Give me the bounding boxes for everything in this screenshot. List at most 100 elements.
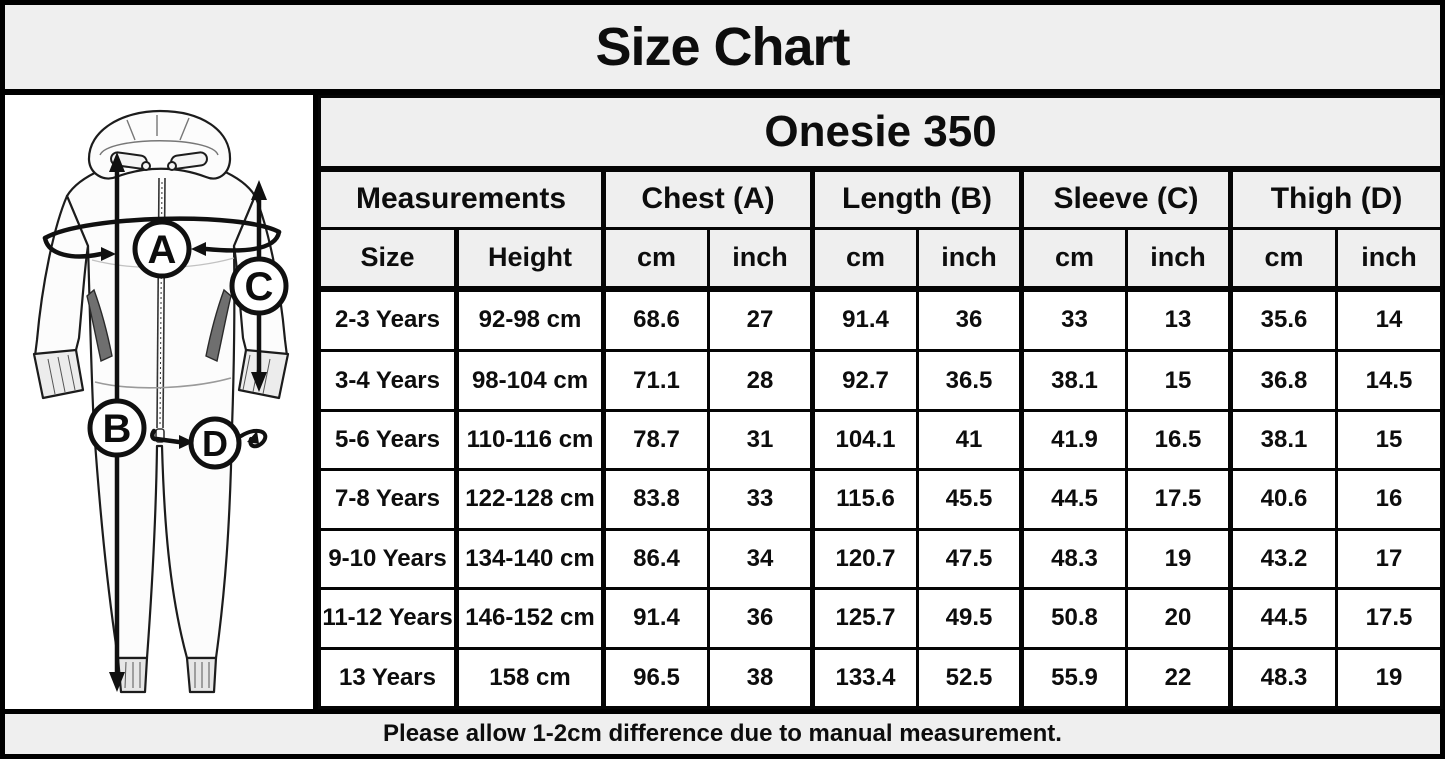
left-pocket — [86, 288, 113, 362]
size-cell: 9-10 Years — [318, 527, 458, 591]
table-cell: 115.6 — [810, 468, 919, 531]
table-cell: 40.6 — [1228, 468, 1338, 531]
table-cell: 50.8 — [1019, 587, 1128, 650]
table-cell: 104.1 — [810, 408, 919, 472]
subheader-cm: cm — [810, 227, 919, 292]
height-cell: 158 cm — [454, 646, 605, 709]
table-cell: 45.5 — [916, 468, 1023, 531]
subheader-row: Size Height cm inch cm inch cm inch cm i… — [318, 227, 1444, 292]
table-cell: 33 — [707, 468, 814, 531]
table-cell: 49.5 — [916, 587, 1023, 650]
table-cell: 17.5 — [1125, 468, 1232, 531]
height-cell: 134-140 cm — [454, 527, 605, 591]
table-cell: 52.5 — [916, 646, 1023, 709]
right-pocket — [205, 288, 232, 362]
table-row: 2-3 Years 92-98 cm 68.6 27 91.4 36 33 13… — [318, 286, 1444, 353]
hood — [87, 109, 232, 180]
size-cell: 3-4 Years — [318, 349, 458, 412]
table-cell: 55.9 — [1019, 646, 1128, 709]
left-sleeve-cuff — [32, 348, 85, 400]
table-row: 5-6 Years 110-116 cm 78.7 31 104.1 41 41… — [318, 408, 1444, 472]
table-cell: 38.1 — [1019, 349, 1128, 412]
onesie-diagram: A B C D — [32, 109, 290, 694]
label-c: C — [245, 265, 274, 309]
size-cell: 2-3 Years — [318, 286, 458, 353]
label-a: A — [148, 228, 177, 272]
table-cell: 133.4 — [810, 646, 919, 709]
table-cell: 15 — [1335, 408, 1444, 472]
size-cell: 13 Years — [318, 646, 458, 709]
table-cell: 17.5 — [1335, 587, 1444, 650]
table-cell: 19 — [1335, 646, 1444, 709]
group-header-row: Measurements Chest (A) Length (B) Sleeve… — [318, 167, 1444, 230]
table-cell: 19 — [1125, 527, 1232, 591]
table-cell: 35.6 — [1228, 286, 1338, 353]
table-cell: 120.7 — [810, 527, 919, 591]
table-cell: 14 — [1335, 286, 1444, 353]
table-cell: 33 — [1019, 286, 1128, 353]
subheader-inch: inch — [1125, 227, 1232, 292]
table-cell: 15 — [1125, 349, 1232, 412]
subheader-inch: inch — [707, 227, 814, 292]
group-header-measurements: Measurements — [318, 167, 605, 230]
table-cell: 71.1 — [601, 349, 710, 412]
size-cell: 11-12 Years — [318, 587, 458, 650]
table-row: 7-8 Years 122-128 cm 83.8 33 115.6 45.5 … — [318, 468, 1444, 531]
subheader-height: Height — [454, 227, 605, 292]
height-cell: 122-128 cm — [454, 468, 605, 531]
table-cell: 22 — [1125, 646, 1232, 709]
illustration-panel: A B C D — [5, 95, 318, 709]
group-header-chest: Chest (A) — [601, 167, 814, 230]
table-cell: 28 — [707, 349, 814, 412]
label-d-circle — [188, 416, 242, 470]
thigh-arrow — [150, 428, 182, 445]
page-title: Size Chart — [5, 5, 1440, 95]
label-a-circle — [132, 219, 192, 279]
group-header-length: Length (B) — [810, 167, 1023, 230]
size-table-container: Onesie 350 Measurements Chest (A) Length… — [317, 95, 1444, 709]
table-cell: 41.9 — [1019, 408, 1128, 472]
group-header-thigh: Thigh (D) — [1227, 167, 1444, 230]
table-cell: 92.7 — [810, 349, 919, 412]
table-cell: 83.8 — [601, 468, 710, 531]
product-row: Onesie 350 — [317, 95, 1444, 172]
table-cell: 34 — [707, 527, 814, 591]
table-row: 3-4 Years 98-104 cm 71.1 28 92.7 36.5 38… — [318, 349, 1444, 412]
subheader-inch: inch — [1335, 227, 1444, 292]
table-cell: 91.4 — [810, 286, 919, 353]
height-cell: 146-152 cm — [454, 587, 605, 650]
table-row: 9-10 Years 134-140 cm 86.4 34 120.7 47.5… — [318, 527, 1444, 591]
table-cell: 96.5 — [601, 646, 710, 709]
label-c-circle — [229, 256, 289, 316]
main-area: A B C D Onesie 350 — [5, 95, 1444, 709]
height-cell: 98-104 cm — [454, 349, 605, 412]
label-b: B — [103, 407, 132, 451]
table-cell: 44.5 — [1019, 468, 1128, 531]
table-cell: 20 — [1125, 587, 1232, 650]
table-cell: 38.1 — [1228, 408, 1338, 472]
table-cell: 47.5 — [916, 527, 1023, 591]
table-cell: 16 — [1335, 468, 1444, 531]
table-cell: 91.4 — [601, 587, 710, 650]
table-cell: 86.4 — [601, 527, 710, 591]
size-table: Onesie 350 Measurements Chest (A) Length… — [317, 95, 1444, 709]
subheader-cm: cm — [601, 227, 710, 292]
label-d: D — [202, 423, 228, 464]
table-row: 11-12 Years 146-152 cm 91.4 36 125.7 49.… — [318, 587, 1444, 650]
table-cell: 17 — [1335, 527, 1444, 591]
label-b-circle — [87, 398, 147, 458]
product-title: Onesie 350 — [317, 95, 1444, 172]
table-cell: 78.7 — [601, 408, 710, 472]
table-cell: 125.7 — [810, 587, 919, 650]
footer-note: Please allow 1-2cm difference due to man… — [5, 709, 1440, 754]
table-cell: 27 — [707, 286, 814, 353]
subheader-inch: inch — [916, 227, 1023, 292]
table-cell: 48.3 — [1228, 646, 1338, 709]
table-cell: 13 — [1125, 286, 1232, 353]
table-cell: 31 — [707, 408, 814, 472]
table-cell: 44.5 — [1228, 587, 1338, 650]
table-cell: 38 — [707, 646, 814, 709]
table-cell: 14.5 — [1335, 349, 1444, 412]
table-cell: 36 — [916, 286, 1023, 353]
